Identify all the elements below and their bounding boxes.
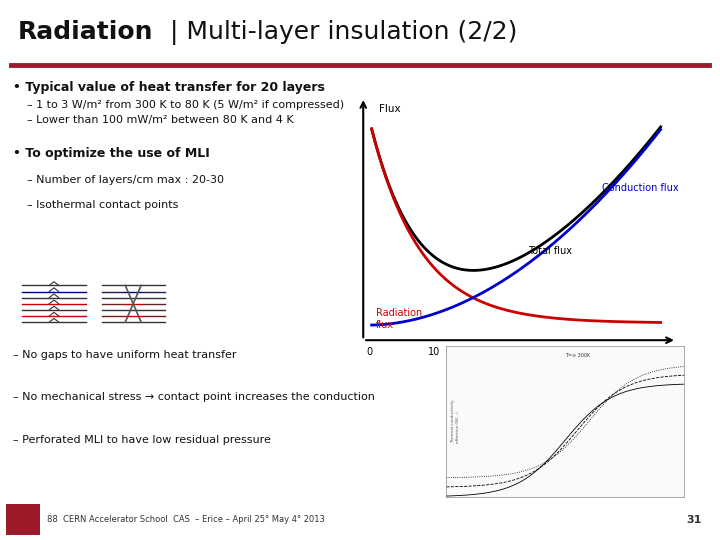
Text: 31: 31 bbox=[687, 515, 702, 525]
Text: T=∞ 300K: T=∞ 300K bbox=[565, 353, 590, 358]
Text: Thermal conductivity
effective (W/...): Thermal conductivity effective (W/...) bbox=[451, 400, 460, 443]
Text: Radiation: Radiation bbox=[18, 19, 153, 44]
Text: – No mechanical stress → contact point increases the conduction: – No mechanical stress → contact point i… bbox=[13, 392, 375, 402]
Text: – Number of layers/cm max : 20-30: – Number of layers/cm max : 20-30 bbox=[27, 175, 225, 185]
Text: – Perforated MLI to have low residual pressure: – Perforated MLI to have low residual pr… bbox=[13, 435, 271, 445]
Text: Radiation
flux: Radiation flux bbox=[376, 308, 423, 330]
Bar bbox=[6, 504, 40, 535]
Text: – 1 to 3 W/m² from 300 K to 80 K (5 W/m² if compressed): – 1 to 3 W/m² from 300 K to 80 K (5 W/m²… bbox=[27, 100, 344, 110]
Text: – Lower than 100 mW/m² between 80 K and 4 K: – Lower than 100 mW/m² between 80 K and … bbox=[27, 115, 294, 125]
Text: Conduction flux: Conduction flux bbox=[603, 183, 679, 193]
Text: • Typical value of heat transfer for 20 layers: • Typical value of heat transfer for 20 … bbox=[13, 81, 325, 94]
Text: Total flux: Total flux bbox=[528, 246, 572, 255]
Text: 88  CERN Accelerator School  CAS  – Erice – April 25° May 4° 2013: 88 CERN Accelerator School CAS – Erice –… bbox=[47, 515, 325, 524]
Text: – No gaps to have uniform heat transfer: – No gaps to have uniform heat transfer bbox=[13, 349, 236, 360]
Text: Number of layers / cm: Number of layers / cm bbox=[460, 372, 577, 382]
Text: Flux: Flux bbox=[379, 104, 401, 114]
Text: – Isothermal contact points: – Isothermal contact points bbox=[27, 200, 179, 210]
Text: • To optimize the use of MLI: • To optimize the use of MLI bbox=[13, 147, 210, 160]
Text: | Multi-layer insulation (2/2): | Multi-layer insulation (2/2) bbox=[162, 19, 518, 45]
